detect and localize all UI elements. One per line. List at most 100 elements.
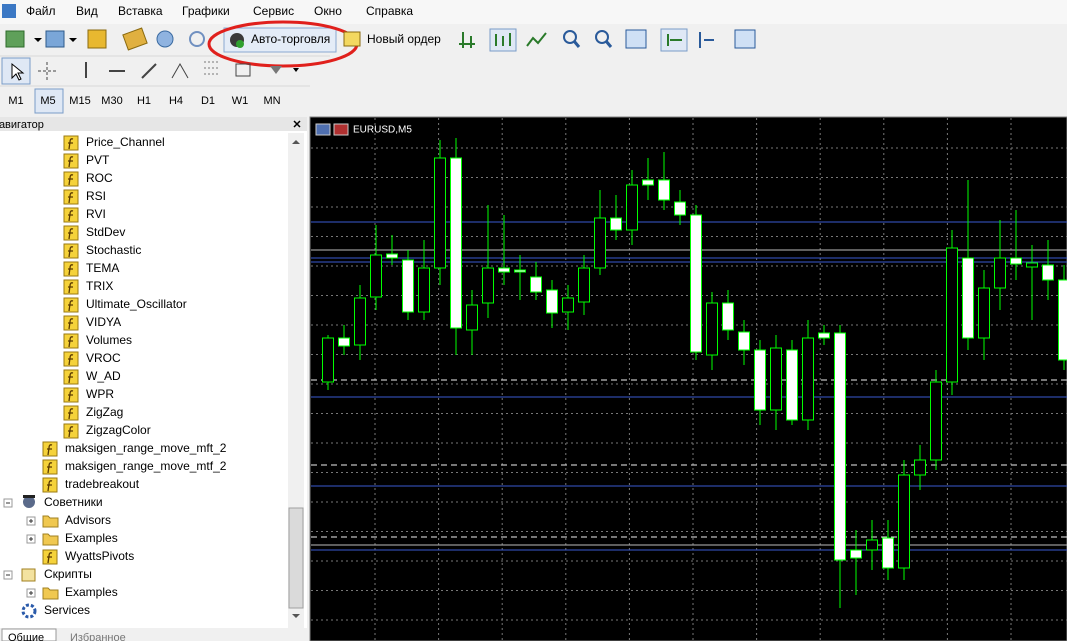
tree-expander[interactable] <box>29 537 33 541</box>
tree-expander[interactable] <box>29 591 33 595</box>
new-order-icon[interactable] <box>343 31 361 47</box>
tree-item[interactable]: RVI <box>86 207 106 221</box>
indicator-icon <box>68 408 74 420</box>
folder-icon <box>42 533 59 546</box>
candle-body <box>418 267 430 313</box>
timeframe-bar: M1 M5 M15 M30 H1 H4 D1 W1 MN <box>8 88 281 114</box>
tree-item[interactable]: StdDev <box>86 225 125 239</box>
tree-item[interactable]: ROC <box>86 171 113 185</box>
folder-icon <box>42 587 59 600</box>
scroll-down[interactable] <box>292 614 300 618</box>
candle-body <box>594 217 606 269</box>
candle-body <box>1010 257 1022 265</box>
tree-item[interactable]: Advisors <box>65 513 111 527</box>
new-order-label[interactable]: Новый ордер <box>367 32 441 46</box>
tree-item[interactable]: Services <box>44 603 90 617</box>
indicator-icon <box>47 552 53 564</box>
tree-item[interactable]: Ultimate_Oscillator <box>86 297 187 311</box>
candle-body <box>834 332 846 561</box>
tree-item[interactable]: maksigen_range_move_mft_2 <box>65 441 227 455</box>
chart-plot <box>311 118 1067 641</box>
timeframe-button[interactable]: D1 <box>201 95 215 107</box>
tab[interactable] <box>1 628 57 641</box>
candle-body <box>450 157 462 329</box>
scrollbar[interactable] <box>288 133 304 628</box>
tree-item[interactable]: Stochastic <box>86 243 141 257</box>
navigator-tabs <box>0 628 307 641</box>
tree-item[interactable]: TRIX <box>86 279 113 293</box>
toolbar-icons <box>5 27 756 52</box>
candle-body <box>738 331 750 351</box>
indicator-icon <box>68 174 74 186</box>
timeframe-button[interactable]: H4 <box>169 95 183 107</box>
menu-item[interactable]: Вставка <box>118 4 163 18</box>
candle-body <box>1042 264 1054 281</box>
services-icon <box>21 603 37 619</box>
candle-body <box>898 474 910 569</box>
chart-icon <box>315 123 331 136</box>
auto-trading-icon <box>236 40 244 48</box>
indicator-icon <box>68 156 74 168</box>
auto-trading-label: Авто-торговля <box>251 32 330 46</box>
candle-body <box>850 549 862 559</box>
candle-body <box>514 269 526 273</box>
tree-item[interactable]: VROC <box>86 351 121 365</box>
menu-item[interactable]: Вид <box>76 4 98 18</box>
candle-body <box>690 214 702 353</box>
menu-item[interactable]: Графики <box>182 4 230 18</box>
timeframe-button[interactable]: M5 <box>40 95 55 107</box>
navigator-tree: Price_Channel PVT ROC RSI RVI StdDev Stochasti… <box>3 135 227 619</box>
tree-item[interactable]: ZigZag <box>86 405 123 419</box>
candle-body <box>466 304 478 331</box>
tree-item[interactable]: ZigzagColor <box>86 423 151 437</box>
tree-item[interactable]: W_AD <box>86 369 121 383</box>
candle-body <box>866 539 878 551</box>
indicator-icon <box>47 444 53 456</box>
tree-item[interactable]: Советники <box>44 495 103 509</box>
tree-item[interactable]: Скрипты <box>44 567 92 581</box>
close-button[interactable] <box>293 120 301 128</box>
tree-item[interactable]: RSI <box>86 189 106 203</box>
timeframe-button[interactable]: W1 <box>232 95 249 107</box>
timeframe-button[interactable]: M15 <box>69 95 90 107</box>
candle-body <box>658 179 670 201</box>
scroll-up[interactable] <box>292 140 300 144</box>
candle-body <box>754 349 766 411</box>
tree-item[interactable]: Examples <box>65 585 118 599</box>
menu-item[interactable]: Справка <box>366 4 413 18</box>
timeframe-button[interactable]: MN <box>263 95 280 107</box>
tree-item[interactable]: tradebreakout <box>65 477 140 491</box>
tree-item[interactable]: maksigen_range_move_mtf_2 <box>65 459 227 473</box>
expert-icon <box>23 496 35 508</box>
tree-expander[interactable] <box>29 519 33 523</box>
tree-item[interactable]: WPR <box>86 387 114 401</box>
indicator-icon <box>68 336 74 348</box>
timeframe-button[interactable]: M1 <box>8 95 23 107</box>
expert-icon <box>23 495 35 498</box>
candle-body <box>386 253 398 259</box>
scroll-thumb[interactable] <box>288 507 304 609</box>
timeframe-button[interactable]: H1 <box>137 95 151 107</box>
indicator-icon <box>68 246 74 258</box>
tree-item[interactable]: Price_Channel <box>86 135 165 149</box>
indicator-icon <box>47 462 53 474</box>
tree-item[interactable]: Volumes <box>86 333 132 347</box>
menu-item[interactable]: Файл <box>26 4 56 18</box>
tree-item[interactable]: WyattsPivots <box>65 549 134 563</box>
script-icon <box>21 568 36 582</box>
menu-item[interactable]: Сервис <box>253 4 294 18</box>
candle-body <box>914 459 926 476</box>
menu-item[interactable]: Окно <box>314 4 342 18</box>
tree-item[interactable]: PVT <box>86 153 110 167</box>
tab-label[interactable]: Избранное <box>70 632 126 641</box>
drawing-tools <box>1 57 299 85</box>
tab-label[interactable]: Общие <box>8 632 44 641</box>
tree-item[interactable]: VIDYA <box>86 315 121 329</box>
tree-item[interactable]: Examples <box>65 531 118 545</box>
candle-body <box>610 217 622 231</box>
timeframe-button[interactable]: M30 <box>101 95 122 107</box>
indicator-icon <box>68 138 74 150</box>
candle-body <box>498 267 510 273</box>
tree-item[interactable]: TEMA <box>86 261 119 275</box>
